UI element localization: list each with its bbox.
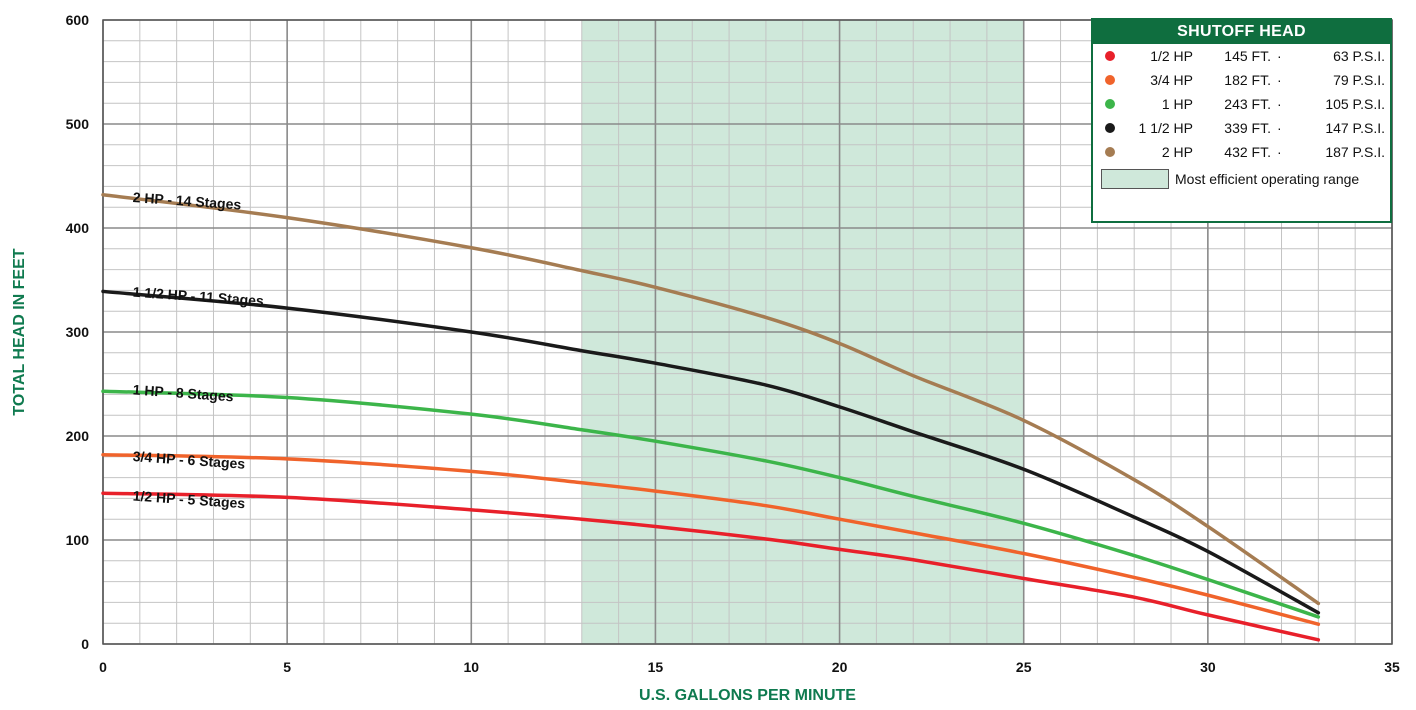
plot-frame [102, 19, 1393, 645]
legend-row: 1 HP 243 FT. · 105 P.S.I. [1093, 92, 1390, 116]
y-axis-title: TOTAL HEAD IN FEET [11, 248, 28, 415]
legend-color-dot [1105, 99, 1115, 109]
y-tick-label: 300 [66, 324, 90, 340]
legend-hp: 1 1/2 HP [1138, 120, 1193, 136]
y-tick-label: 400 [66, 220, 90, 236]
legend-hp: 1/2 HP [1150, 48, 1193, 64]
legend-psi: 147 P.S.I. [1325, 120, 1385, 136]
y-axis-ticks: 0 100 200 300 400 500 600 [66, 12, 90, 652]
legend-separator: · [1277, 96, 1282, 112]
legend-feet: 145 FT. [1224, 48, 1271, 64]
legend-rows: 1/2 HP 145 FT. · 63 P.S.I. 3/4 HP 182 FT. · 79 … [1093, 44, 1390, 164]
x-tick-label: 5 [283, 659, 291, 675]
curve-label: 1 1/2 HP - 11 Stages [132, 284, 264, 309]
curve-labels: 2 HP - 14 Stages 1 1/2 HP - 11 Stages 1 HP… [132, 189, 264, 511]
y-tick-label: 200 [66, 428, 90, 444]
legend-color-dot [1105, 123, 1115, 133]
series-line [101, 491, 1321, 642]
curve-label: 1/2 HP - 5 Stages [132, 488, 246, 512]
efficient-range-label: Most efficient operating range [1175, 171, 1360, 187]
curve-label: 2 HP - 14 Stages [132, 189, 242, 213]
legend-separator: · [1277, 72, 1282, 88]
x-tick-label: 30 [1200, 659, 1216, 675]
series-line [101, 452, 1321, 626]
curve-label: 3/4 HP - 6 Stages [132, 448, 246, 472]
legend-row: 2 HP 432 FT. · 187 P.S.I. [1093, 140, 1390, 164]
legend-hp: 1 HP [1161, 96, 1193, 112]
x-axis-ticks: 0 5 10 15 20 25 30 35 [99, 659, 1400, 675]
curve-label: 1 HP - 8 Stages [132, 381, 234, 404]
legend-feet: 182 FT. [1224, 72, 1271, 88]
legend-separator: · [1277, 48, 1282, 64]
efficient-range-swatch [1101, 169, 1169, 189]
x-tick-label: 25 [1016, 659, 1032, 675]
legend-title: SHUTOFF HEAD [1093, 20, 1390, 44]
y-tick-label: 0 [81, 636, 89, 652]
legend-psi: 105 P.S.I. [1325, 96, 1385, 112]
legend-hp: 2 HP [1161, 144, 1193, 160]
legend-psi: 79 P.S.I. [1333, 72, 1385, 88]
series-line [101, 289, 1321, 615]
legend-feet: 243 FT. [1224, 96, 1271, 112]
series-line [101, 192, 1321, 606]
y-tick-label: 100 [66, 532, 90, 548]
x-tick-label: 35 [1384, 659, 1400, 675]
legend-color-dot [1105, 75, 1115, 85]
legend-row: 1/2 HP 145 FT. · 63 P.S.I. [1093, 44, 1390, 68]
shutoff-head-legend: SHUTOFF HEAD 1/2 HP 145 FT. · 63 P.S.I. 3/4 … [1091, 18, 1392, 223]
legend-feet: 339 FT. [1224, 120, 1271, 136]
series-line [101, 389, 1321, 619]
series-layer [101, 192, 1321, 642]
y-tick-label: 500 [66, 116, 90, 132]
legend-efficient-row: Most efficient operating range [1093, 164, 1390, 194]
legend-color-dot [1105, 147, 1115, 157]
legend-psi: 63 P.S.I. [1333, 48, 1385, 64]
legend-feet: 432 FT. [1224, 144, 1271, 160]
y-tick-label: 600 [66, 12, 90, 28]
legend-psi: 187 P.S.I. [1325, 144, 1385, 160]
legend-hp: 3/4 HP [1150, 72, 1193, 88]
x-tick-label: 10 [463, 659, 479, 675]
legend-row: 3/4 HP 182 FT. · 79 P.S.I. [1093, 68, 1390, 92]
legend-separator: · [1277, 120, 1282, 136]
x-axis-title: U.S. GALLONS PER MINUTE [639, 687, 856, 704]
x-tick-label: 20 [832, 659, 848, 675]
x-tick-label: 0 [99, 659, 107, 675]
x-tick-label: 15 [648, 659, 664, 675]
legend-color-dot [1105, 51, 1115, 61]
legend-separator: · [1277, 144, 1282, 160]
legend-row: 1 1/2 HP 339 FT. · 147 P.S.I. [1093, 116, 1390, 140]
